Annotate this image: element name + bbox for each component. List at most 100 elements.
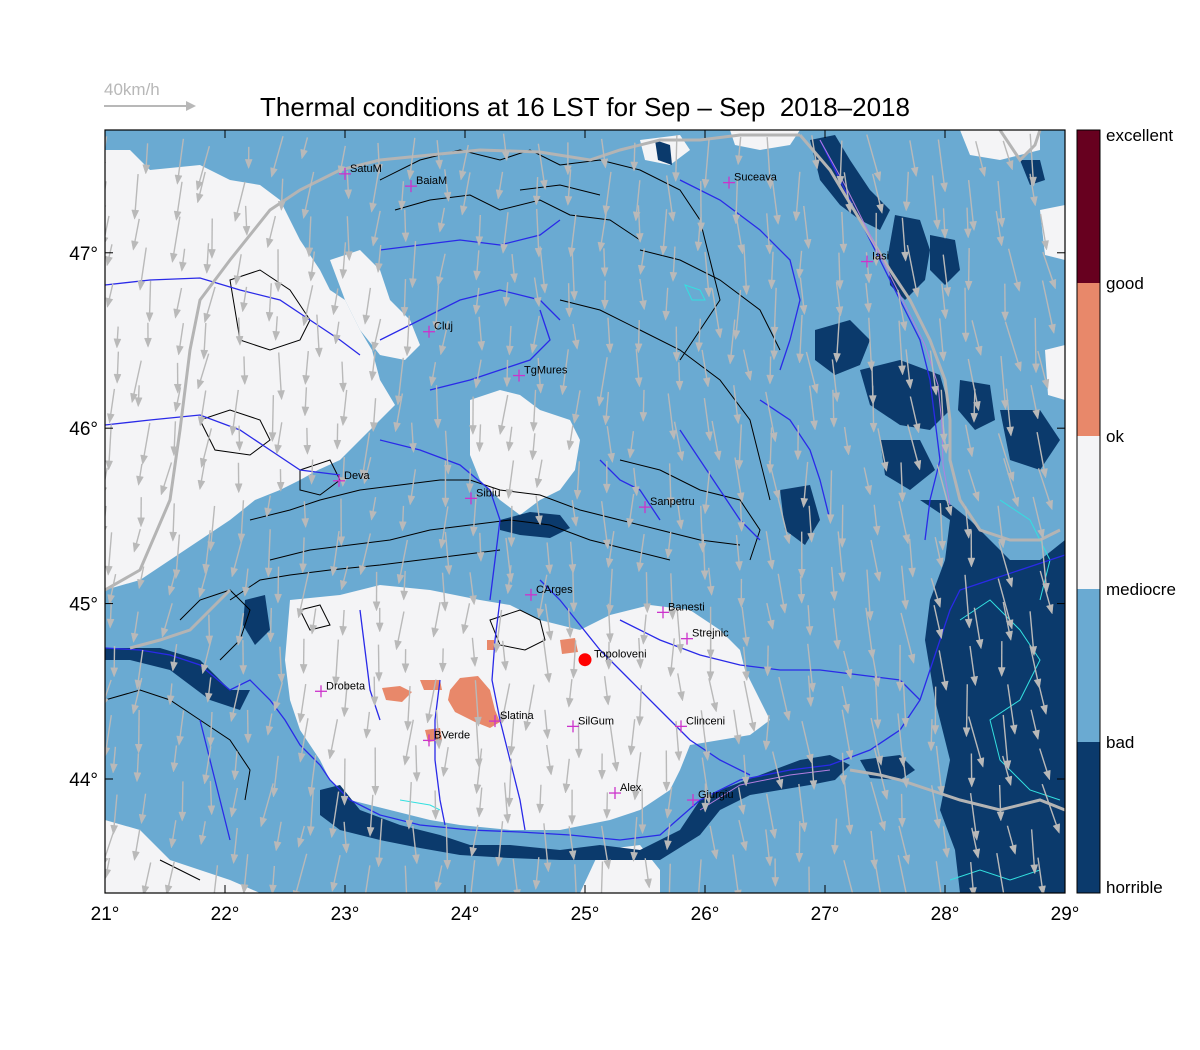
wind-arrow-head (369, 202, 377, 213)
wind-arrow-head (675, 380, 684, 391)
wind-arrow-head (340, 415, 348, 427)
wind-arrow-head (440, 601, 449, 612)
wind-arrow-head (371, 236, 379, 247)
wind-arrow-head (1004, 775, 1013, 787)
wind-arrow-head (170, 446, 179, 457)
wind-arrow-head (602, 483, 611, 494)
wind-arrow-head (434, 739, 443, 750)
wind-arrow-head (775, 778, 784, 790)
wind-arrow-head (458, 170, 467, 181)
wind-arrow-shaft (670, 573, 674, 618)
wind-arrow-head (198, 587, 206, 599)
wind-arrow-head (811, 159, 820, 170)
wind-arrow-head (899, 321, 908, 332)
city-marker (723, 176, 735, 189)
wind-arrow-head (605, 557, 614, 569)
wind-arrow-head (845, 203, 853, 214)
wind-arrow-head (672, 172, 680, 183)
wind-arrow-shaft (1041, 280, 1055, 332)
wind-arrow-head (197, 416, 206, 427)
wind-arrow-head (676, 519, 684, 530)
wind-arrows (105, 133, 1060, 893)
wind-arrow-head (676, 643, 684, 655)
wind-arrow-head (443, 859, 452, 870)
wind-arrow-shaft (105, 679, 112, 700)
wind-arrow-head (461, 623, 469, 635)
wind-arrow-head (974, 345, 983, 357)
city-label: Banesti (668, 601, 705, 613)
wind-arrow-head (970, 675, 979, 687)
wind-arrow-head (273, 841, 282, 852)
wind-arrow-head (375, 262, 383, 274)
wind-arrow-head (131, 209, 140, 220)
wind-arrow-head (559, 385, 568, 396)
wind-arrow-shaft (404, 865, 408, 893)
wind-arrow-head (1030, 864, 1039, 875)
wind-arrow-head (333, 334, 341, 345)
wind-arrow-head (503, 377, 512, 388)
wind-arrow-head (931, 725, 940, 736)
wind-arrow-head (202, 774, 210, 785)
wind-arrow-head (534, 477, 543, 489)
wind-arrow-shaft (470, 860, 476, 893)
wind-arrow-head (927, 741, 936, 752)
city-layer: SatuM BaiaM Suceava Iasi Cluj TgMures Deva Sibi… (315, 163, 889, 807)
city-marker (423, 325, 435, 338)
wind-arrow-head (362, 473, 371, 485)
wind-arrow-head (229, 807, 238, 818)
wind-arrow-head (459, 205, 468, 216)
wind-arrow-head (277, 673, 286, 684)
wind-arrow-shaft (870, 781, 885, 830)
wind-arrow-head (161, 627, 169, 639)
city-label: Strejnic (692, 628, 729, 640)
wind-arrow-head (808, 682, 816, 693)
wind-arrow-head (476, 807, 484, 818)
wind-arrow-head (130, 392, 138, 404)
wind-arrow-head (1005, 619, 1014, 630)
wind-arrow-head (967, 777, 976, 788)
wind-arrow-head (195, 180, 204, 191)
wind-arrow-head (870, 859, 879, 870)
wind-arrow-head (792, 211, 801, 222)
city-marker (333, 474, 345, 487)
lon-tick-label: 21° (91, 904, 120, 925)
wind-arrow-shaft (765, 391, 776, 441)
wind-arrow-head (702, 377, 711, 388)
wind-arrow-head (902, 854, 911, 866)
wind-arrow-shaft (967, 358, 979, 409)
wind-arrow-shaft (937, 139, 946, 191)
wind-arrow-head (662, 781, 671, 792)
wind-arrow-head (1009, 844, 1017, 855)
wind-arrow-head (504, 584, 513, 595)
wind-arrow-head (797, 568, 806, 579)
wind-arrow-head (976, 757, 985, 768)
wind-arrow-shaft (997, 578, 1013, 628)
wind-arrow-shaft (662, 209, 668, 254)
wind-arrow-head (767, 619, 775, 631)
city-label: Giurgiu (698, 789, 733, 801)
wind-arrow-head (1043, 769, 1051, 781)
wind-arrow-head (340, 795, 349, 806)
wind-arrow-shaft (868, 317, 873, 369)
city-label: Cluj (434, 321, 453, 333)
city-label: SatuM (350, 163, 382, 175)
wind-arrow-head (1041, 240, 1049, 251)
wind-arrow-head (600, 267, 609, 278)
wind-arrow-head (137, 578, 145, 590)
wind-arrow-head (826, 514, 835, 525)
wind-arrow-head (505, 797, 514, 808)
wind-arrow-shaft (408, 782, 412, 828)
wind-arrow-head (434, 881, 442, 892)
wind-arrow-head (244, 159, 253, 170)
wind-arrow-head (644, 878, 652, 889)
city-label: Sibiu (476, 487, 500, 499)
wind-arrow-head (173, 308, 181, 319)
wind-arrow-head (475, 442, 484, 453)
wind-arrow-head (701, 178, 710, 190)
wind-arrow-head (469, 526, 478, 537)
wind-arrow-head (142, 164, 151, 175)
wind-arrow-head (603, 695, 611, 706)
wind-arrow-head (634, 377, 643, 388)
wind-arrow-head (703, 793, 712, 805)
wind-arrow-head (1041, 378, 1050, 390)
